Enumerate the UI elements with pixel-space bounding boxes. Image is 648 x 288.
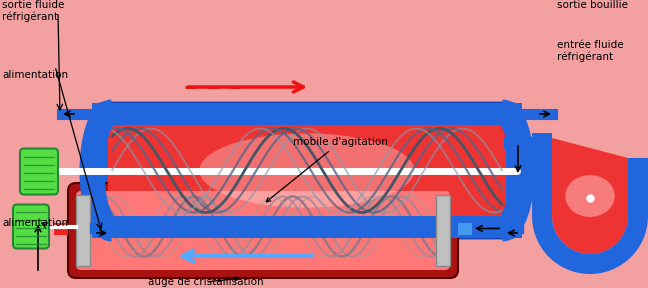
- Text: alimentation: alimentation: [2, 218, 68, 228]
- Text: alimentation: alimentation: [2, 70, 68, 80]
- Bar: [436, 195, 450, 266]
- FancyBboxPatch shape: [92, 103, 522, 238]
- Ellipse shape: [200, 133, 415, 208]
- Text: sortie fluide
réfrigérant: sortie fluide réfrigérant: [2, 0, 64, 22]
- Bar: [458, 223, 472, 234]
- FancyBboxPatch shape: [20, 149, 58, 194]
- Ellipse shape: [565, 175, 615, 217]
- Bar: [54, 223, 68, 234]
- Bar: [504, 137, 532, 149]
- Bar: [628, 158, 648, 216]
- Bar: [76, 195, 90, 266]
- Text: auge de cristallisation: auge de cristallisation: [148, 277, 264, 287]
- FancyBboxPatch shape: [108, 115, 506, 226]
- Text: sortie bouillie: sortie bouillie: [557, 0, 628, 10]
- Bar: [92, 103, 522, 125]
- Polygon shape: [532, 216, 648, 274]
- Bar: [92, 216, 522, 238]
- Text: entrée fluide
réfrigérant: entrée fluide réfrigérant: [557, 40, 623, 62]
- Polygon shape: [552, 138, 628, 254]
- Text: mobile d'agitation: mobile d'agitation: [266, 137, 388, 202]
- FancyBboxPatch shape: [13, 204, 49, 249]
- Bar: [532, 133, 552, 216]
- FancyBboxPatch shape: [68, 183, 458, 278]
- FancyBboxPatch shape: [76, 191, 450, 270]
